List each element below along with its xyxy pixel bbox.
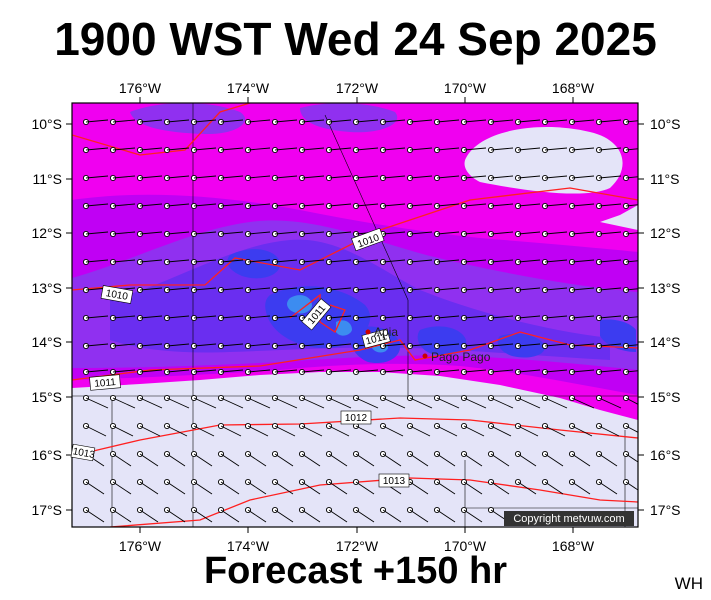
- latitude-ticks: [66, 123, 644, 511]
- lon-label-top: 176°W: [119, 80, 162, 96]
- isobar-label: 1013: [72, 446, 96, 461]
- barb-row: [82, 422, 638, 437]
- barb-row: [82, 368, 638, 376]
- copyright-text: Copyright metvuw.com: [513, 513, 624, 525]
- isobar-label: 1011: [365, 331, 389, 347]
- barb-row: [82, 230, 638, 238]
- place-pago-pago: Pago Pago: [422, 350, 491, 364]
- copyright-box: [504, 511, 634, 526]
- barb-row: [82, 478, 638, 495]
- barb-row: [82, 314, 638, 322]
- barb-row: [82, 146, 638, 154]
- lat-label-left: 11°S: [33, 171, 62, 187]
- barb-row: [82, 118, 638, 126]
- lat-label-right: 14°S: [650, 334, 681, 350]
- lon-label-bottom: 176°W: [119, 538, 162, 554]
- wind-barbs: [82, 118, 638, 523]
- lat-label-right: 16°S: [650, 447, 681, 463]
- isobar-label: 1011: [94, 377, 117, 390]
- lat-label-right: 11°S: [650, 171, 679, 187]
- lat-label-right: 13°S: [650, 280, 681, 296]
- map-frame: [71, 102, 639, 528]
- lon-label-top: 168°W: [552, 80, 595, 96]
- lat-label-left: 14°S: [31, 334, 62, 350]
- barb-row: [82, 202, 638, 210]
- lat-label-left: 17°S: [31, 502, 62, 518]
- lon-label-top: 174°W: [227, 80, 270, 96]
- lat-label-left: 13°S: [31, 280, 62, 296]
- barb-row: [82, 450, 638, 467]
- lat-label-left: 16°S: [31, 447, 62, 463]
- lon-label-top: 170°W: [444, 80, 487, 96]
- rain-field: [72, 103, 638, 527]
- page-title: 1900 WST Wed 24 Sep 2025: [54, 13, 657, 65]
- isobar-labels: 1010 1011 1011 1011 1010 1012 1013 1013: [70, 227, 410, 488]
- place-label: Pago Pago: [431, 350, 491, 364]
- barb-row: [82, 286, 638, 294]
- lat-label-right: 17°S: [650, 502, 681, 518]
- lon-label-bottom: 168°W: [552, 538, 595, 554]
- barb-row: [82, 506, 510, 523]
- lat-label-left: 12°S: [31, 225, 62, 241]
- isobar-label: 1013: [383, 476, 406, 487]
- lon-label-top: 172°W: [336, 80, 379, 96]
- place-apia: Apia: [365, 325, 398, 339]
- barb-row: [82, 394, 638, 409]
- lon-label-bottom: 174°W: [227, 538, 270, 554]
- barb-row: [82, 174, 638, 182]
- barb-row: [82, 258, 638, 266]
- isobar-label: 1010: [105, 288, 129, 303]
- lat-label-left: 10°S: [31, 116, 62, 132]
- lat-label-right: 10°S: [650, 116, 681, 132]
- barb-row: [82, 342, 638, 350]
- lat-label-left: 15°S: [31, 389, 62, 405]
- forecast-label: Forecast +150 hr: [203, 550, 508, 592]
- lat-label-right: 15°S: [650, 389, 681, 405]
- lat-label-right: 12°S: [650, 225, 681, 241]
- longitude-ticks: [139, 97, 574, 533]
- lon-label-bottom: 172°W: [336, 538, 379, 554]
- place-label: Apia: [374, 325, 398, 339]
- author-initials: WH: [674, 574, 703, 593]
- isobar-label: 1012: [345, 413, 368, 424]
- lon-label-bottom: 170°W: [444, 538, 487, 554]
